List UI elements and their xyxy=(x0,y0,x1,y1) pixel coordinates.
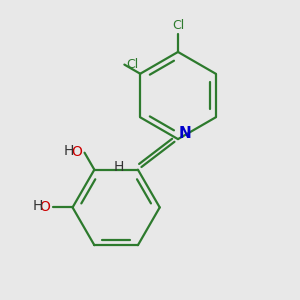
Text: H: H xyxy=(64,144,74,158)
Text: H: H xyxy=(32,199,43,213)
Text: Cl: Cl xyxy=(126,58,138,71)
Text: H: H xyxy=(114,160,124,174)
Text: O: O xyxy=(40,200,51,214)
Text: O: O xyxy=(71,145,82,159)
Text: N: N xyxy=(179,126,192,141)
Text: Cl: Cl xyxy=(172,19,184,32)
